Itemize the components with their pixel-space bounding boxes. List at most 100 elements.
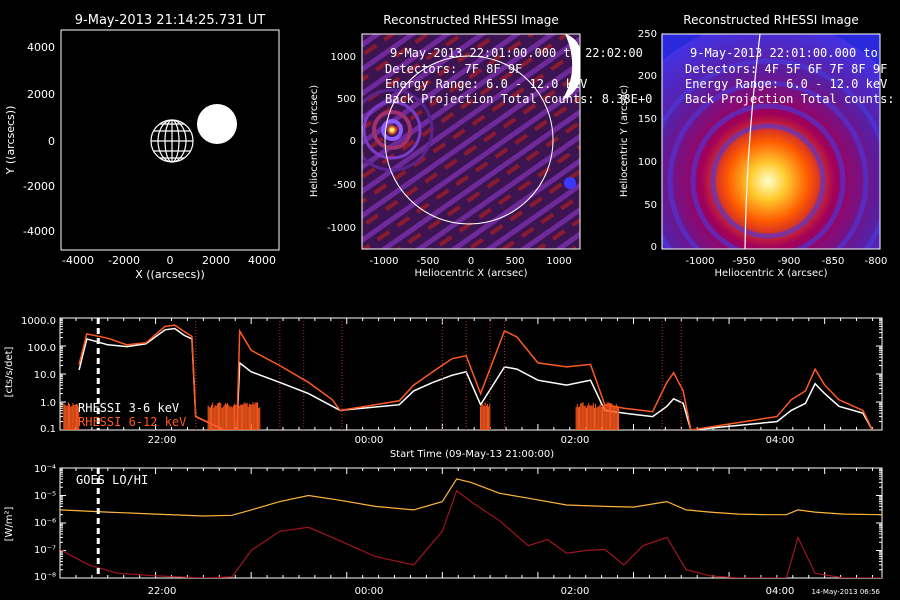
lc-ytick: 1.0	[40, 398, 56, 409]
zoom-info-time: 9-May-2013 22:01:00.000 to	[690, 46, 878, 60]
series-line-high	[79, 325, 872, 430]
goes-y-tick-labels: 10⁻⁴ 10⁻⁵ 10⁻⁶ 10⁻⁷ 10⁻⁸	[34, 464, 56, 583]
info-detectors: Detectors: 7F 8F 9F	[385, 62, 522, 76]
rhessi-full-xtick: 0	[468, 256, 474, 267]
rhessi-zoom-panel: Reconstructed RHESSI Image 9-May-2013 22…	[608, 13, 900, 341]
rhessi-zoom-xtick: -900	[778, 256, 801, 267]
rhessi-full-ytick: 1000	[331, 52, 356, 63]
rhessi-zoom-y-ticks: 250 200 150 100 50 0	[638, 29, 657, 253]
location-title: 9-May-2013 21:14:25.731 UT	[75, 13, 265, 28]
location-ytick: 0	[48, 135, 55, 148]
rhessi-zoom-ytick: 200	[638, 71, 657, 82]
rhessi-zoom-ytick: 150	[638, 114, 657, 125]
lc-xtick: 00:00	[355, 435, 384, 446]
goes-xtick: 22:00	[148, 586, 177, 597]
rhessi-full-ytick: 0	[350, 136, 356, 147]
rhessi-full-xtick: 500	[505, 256, 524, 267]
rhessi-zoom-ytick: 0	[651, 242, 657, 253]
goes-ticks	[60, 468, 882, 578]
legend-rhessi-low: RHESSI 3-6 keV	[78, 401, 179, 415]
rhessi-full-xlabel: Heliocentric X (arcsec)	[414, 268, 527, 279]
zoom-info-detectors: Detectors: 4F 5F 6F 7F 8F 9F	[685, 62, 887, 76]
legend-rhessi-high: RHESSI 6-12 keV	[78, 415, 186, 429]
rhessi-full-ytick: 500	[337, 94, 356, 105]
info-method: Back Projection Total counts: 8.38E+0	[385, 92, 652, 106]
lc-xlabel: Start Time (09-May-13 21:00:00)	[390, 449, 554, 460]
rhessi-full-xtick: 1000	[546, 256, 571, 267]
zoom-info-energy: Energy Range: 6.0 - 12.0 keV	[685, 77, 887, 91]
location-ytick: 4000	[27, 41, 55, 54]
field-of-view-disk	[197, 104, 237, 144]
rhessi-zoom-xtick: -1000	[685, 256, 714, 267]
goes-ytick: 10⁻⁶	[34, 518, 56, 529]
lc-xtick: 04:00	[766, 435, 795, 446]
location-xtick: -2000	[108, 254, 140, 267]
series-line-low	[60, 479, 882, 516]
lc-ytick: 100.0	[27, 343, 56, 354]
lc-xtick: 22:00	[148, 435, 177, 446]
info-time: 9-May-2013 22:01:00.000 to 22:02:00	[390, 46, 643, 60]
rhessi-source	[386, 124, 398, 136]
lightcurve-plot	[64, 318, 873, 430]
rhessi-zoom-xtick: -800	[865, 256, 888, 267]
goes-ytick: 10⁻⁵	[34, 491, 56, 502]
rhessi-full-ylabel: Heliocentric Y (arcsec)	[309, 85, 320, 197]
rhessi-full-title: Reconstructed RHESSI Image	[383, 13, 558, 27]
location-y-ticks: 4000 2000 0 -2000 -4000	[23, 41, 55, 238]
blue-spot	[564, 177, 576, 189]
location-xtick: 4000	[248, 254, 276, 267]
goes-ytick: 10⁻⁴	[34, 464, 56, 475]
location-panel: 9-May-2013 21:14:25.731 UT -4000 -2000 0…	[4, 13, 279, 281]
goes-ytick: 10⁻⁷	[34, 545, 56, 556]
rhessi-full-x-ticks: -1000 -500 0 500 1000	[369, 256, 571, 267]
lc-xtick: 02:00	[561, 435, 590, 446]
goes-footer-date: 14-May-2013 06:56	[811, 588, 880, 596]
goes-x-tick-labels: 22:00 00:00 02:00 04:00	[148, 586, 795, 597]
info-energy: Energy Range: 6.0 - 12.0 keV	[385, 77, 587, 91]
location-xtick: -4000	[62, 254, 94, 267]
location-xtick: 0	[167, 254, 174, 267]
rhessi-lightcurve-panel: 1000.0 100.0 10.0 1.0 0.1 [cts/s/det] 22…	[4, 316, 882, 460]
rhessi-full-ytick: -1000	[327, 223, 356, 234]
rhessi-zoom-xtick: -950	[733, 256, 756, 267]
lc-ytick: 10.0	[34, 370, 56, 381]
rhessi-full-panel: Reconstructed RHESSI Image 9-May-2013 22…	[309, 13, 652, 279]
rhessi-zoom-ylabel: Heliocentric Y (arcsec)	[619, 85, 630, 197]
rhessi-zoom-xtick: -850	[822, 256, 845, 267]
goes-legend: GOES LO/HI	[76, 473, 148, 487]
goes-ylabel: [W/m²]	[4, 506, 15, 541]
rhessi-full-y-ticks: 1000 500 0 -500 -1000	[327, 52, 356, 234]
lc-x-tick-labels: 22:00 00:00 02:00 04:00	[148, 435, 795, 446]
rhessi-full-xtick: -1000	[369, 256, 398, 267]
goes-xtick: 00:00	[355, 586, 384, 597]
location-xtick: 2000	[202, 254, 230, 267]
goes-frame	[60, 468, 882, 578]
sun-grid-globe	[151, 120, 193, 162]
rhessi-zoom-ytick: 250	[638, 29, 657, 40]
location-xlabel: X ((arcsecs))	[135, 268, 205, 281]
series-line-high	[60, 491, 882, 578]
location-frame	[61, 30, 279, 250]
location-ylabel: Y ((arcsecs))	[4, 106, 17, 176]
lightcurve-y-tick-labels: 1000.0 100.0 10.0 1.0 0.1	[21, 316, 56, 435]
goes-xtick: 04:00	[766, 586, 795, 597]
rhessi-zoom-ytick: 100	[638, 157, 657, 168]
lc-ytick: 0.1	[40, 424, 56, 435]
lc-ytick: 1000.0	[21, 316, 56, 327]
location-ytick: -2000	[23, 180, 55, 193]
rhessi-zoom-x-ticks: -1000 -950 -900 -850 -800	[685, 256, 887, 267]
rhessi-full-xtick: -500	[417, 256, 440, 267]
main-figure: 9-May-2013 21:14:25.731 UT -4000 -2000 0…	[0, 0, 900, 600]
lc-ylabel: [cts/s/det]	[4, 347, 15, 398]
rhessi-full-ytick: -500	[333, 180, 356, 191]
location-ytick: 2000	[27, 88, 55, 101]
goes-xtick: 02:00	[561, 586, 590, 597]
goes-plot	[60, 468, 882, 578]
goes-panel: 10⁻⁴ 10⁻⁵ 10⁻⁶ 10⁻⁷ 10⁻⁸ [W/m²] 22:00 00…	[4, 464, 882, 597]
rhessi-zoom-xlabel: Heliocentric X (arcsec)	[714, 268, 827, 279]
rhessi-zoom-ytick: 50	[644, 200, 657, 211]
location-x-ticks: -4000 -2000 0 2000 4000	[62, 254, 276, 267]
rhessi-zoom-title: Reconstructed RHESSI Image	[683, 13, 858, 27]
location-ytick: -4000	[23, 225, 55, 238]
goes-ytick: 10⁻⁸	[34, 572, 56, 583]
